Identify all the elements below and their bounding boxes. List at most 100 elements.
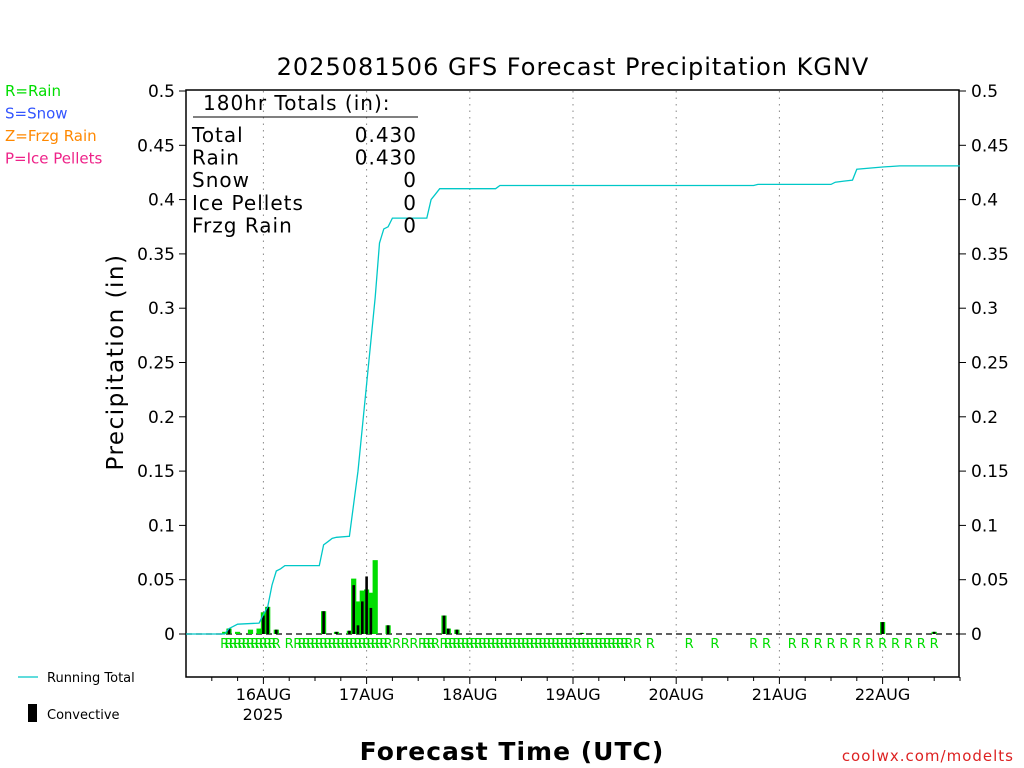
convective-bar [369,607,373,634]
rain-marker: R [242,637,251,652]
totals-value: 0.430 [355,146,417,170]
totals-label: Frzg Rain [192,213,293,237]
rain-marker: R [530,637,539,652]
rain-marker: R [581,637,590,652]
rain-marker: R [560,637,569,652]
rain-marker: R [517,637,526,652]
rain-marker: R [237,637,246,652]
y-tick-label-left: 0.15 [137,462,175,482]
convective-bar [275,629,278,634]
rain-marker: R [375,637,384,652]
rain-marker: R [229,637,238,652]
rain-marker: R [616,637,625,652]
rain-marker: R [366,637,375,652]
rain-marker: R [917,637,926,652]
rain-marker: R [547,637,556,652]
rain-marker: R [556,637,565,652]
rain-marker: R [482,637,491,652]
convective-bar [455,629,459,634]
rain-marker: R [586,637,595,652]
rain-marker: R [263,637,272,652]
convective-bar [322,611,325,634]
totals-value: 0.430 [355,123,417,147]
convective-bar [365,576,368,634]
y-tick-label-left: 0.1 [148,516,175,536]
rain-marker: R [220,637,229,652]
precip-bars [222,560,937,634]
running-total-line [186,165,960,635]
rain-marker: R [891,637,900,652]
rain-marker: R [323,637,332,652]
rain-marker: R [267,637,276,652]
convective-bar [361,601,364,634]
rain-marker: R [224,637,233,652]
rain-bar [355,601,361,634]
rain-marker: R [302,637,311,652]
rain-marker: R [801,637,810,652]
x-axis-ticks: 16AUG 17AUG 18AUG 19AUG 20AUG 21AUG 22AUG [211,677,961,704]
y-tick-label-left: 0.35 [137,245,175,265]
rain-marker: R [749,637,758,652]
y-tick-label-right: 0.45 [971,136,1009,156]
rain-marker: R [646,637,655,652]
rain-marker: R [710,637,719,652]
y-tick-label-right: 0.35 [971,245,1009,265]
rain-marker: R [685,637,694,652]
convective-bar [335,631,338,634]
rain-marker: R [551,637,560,652]
totals-box: 180hr Totals (in): Total 0.430 Rain 0.430 Sno… [191,91,418,237]
convective-bar [266,606,269,634]
rain-bar [235,631,241,634]
y-tick-label-left: 0.2 [148,408,175,428]
rain-marker: R [474,637,483,652]
rain-marker: R [448,637,457,652]
rain-marker: R [487,637,496,652]
rain-marker: R [353,637,362,652]
rain-marker: R [577,637,586,652]
rain-marker: R [633,637,642,652]
rain-marker: R [371,637,380,652]
rain-marker: R [246,637,255,652]
y-tick-label-left: 0.05 [137,571,175,591]
rain-marker: R [478,637,487,652]
rain-marker: R [607,637,616,652]
convective-bar [580,632,583,634]
convective-bar [932,631,936,634]
x-axis-label: Forecast Time (UTC) [360,737,665,766]
y-tick-label-right: 0.5 [971,82,998,102]
y-tick-label-right: 0.3 [971,299,998,319]
convective-bar [881,622,884,634]
x-tick-label: 19AUG [545,685,600,704]
x-tick-label: 20AUG [648,685,703,704]
y-tick-label-right: 0 [971,625,982,645]
rain-marker: R [611,637,620,652]
convective-bar [262,615,265,634]
convective-bar [447,628,450,634]
rain-marker: R [603,637,612,652]
rain-marker: R [293,637,302,652]
rain-marker: R [418,637,427,652]
rain-marker: R [457,637,466,652]
rain-marker: R [250,637,259,652]
rain-marker: R [904,637,913,652]
precip-type-legend: R=Rain S=Snow Z=Frzg Rain P=Ice Pellets [5,82,102,168]
rain-marker: R [259,637,268,652]
rain-marker: R [508,637,517,652]
rain-marker: R [534,637,543,652]
y-axis-label: Precipitation (in) [103,254,129,471]
rain-marker: R [461,637,470,652]
rain-marker: R [525,637,534,652]
rain-marker: R [341,637,350,652]
rain-bar [222,631,228,634]
rain-marker: R [349,637,358,652]
totals-value: 0 [403,168,417,192]
x-tick-label: 22AUG [855,685,910,704]
rain-marker: R [564,637,573,652]
rain-marker: R [233,637,242,652]
rain-marker: R [409,637,418,652]
precip-type-legend-item: P=Ice Pellets [5,150,102,168]
totals-value: 0 [403,191,417,215]
rain-marker: R [762,637,771,652]
